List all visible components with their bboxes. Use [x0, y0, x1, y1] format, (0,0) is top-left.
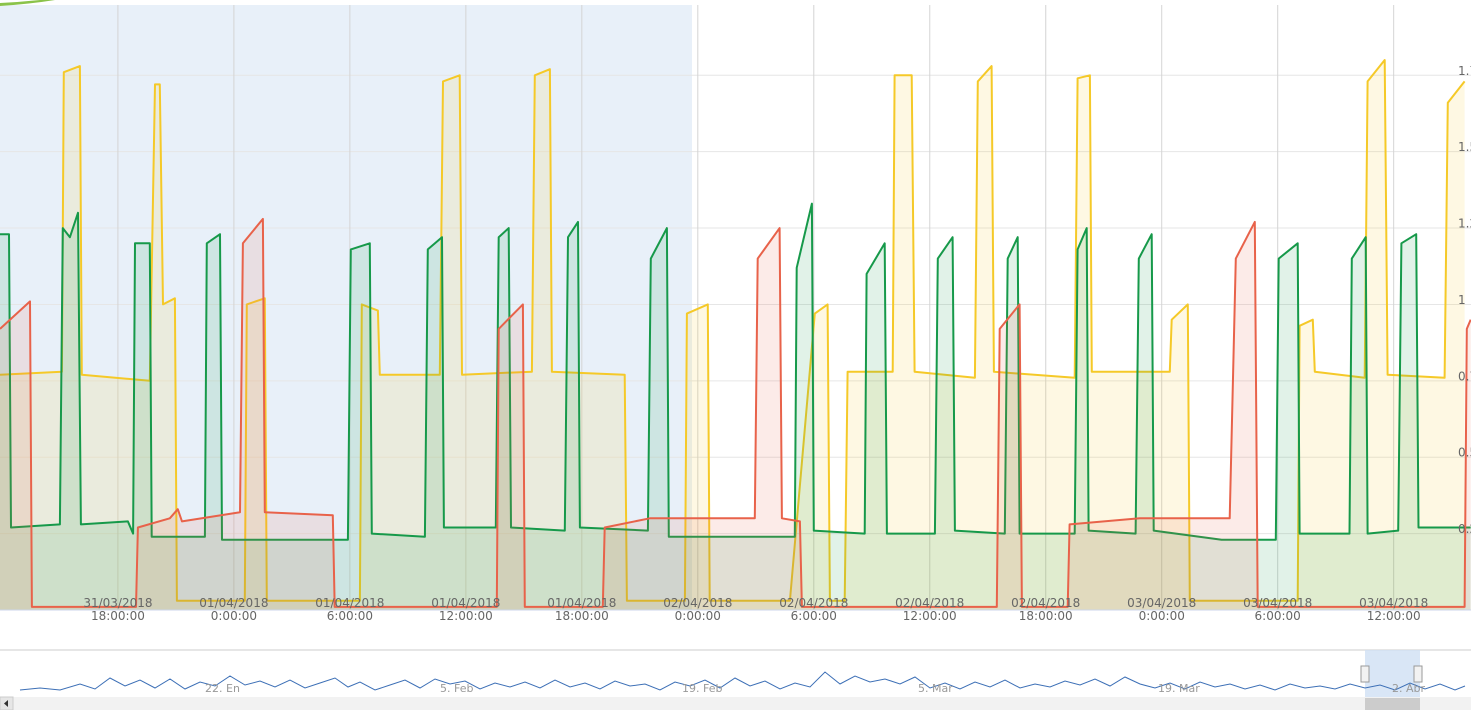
scrollbar-track[interactable]: [0, 697, 1471, 710]
scrollbar-arrow: [4, 700, 8, 707]
x-tick-label: 02/04/2018 0:00:00: [663, 596, 733, 623]
x-tick-label: 02/04/2018 6:00:00: [779, 596, 849, 623]
x-tick-label: 01/04/2018 12:00:00: [431, 596, 501, 623]
x-tick-label: 01/04/2018 18:00:00: [547, 596, 617, 623]
navigator-handle[interactable]: [1360, 665, 1370, 683]
x-tick-label: 03/04/2018 0:00:00: [1127, 596, 1197, 623]
y-tick-label: 0.25: [1458, 522, 1471, 536]
scrollbar-thumb[interactable]: [1365, 698, 1420, 710]
navigator-series: [19, 671, 1466, 691]
navigator-label: 22. En: [205, 682, 240, 695]
navigator-label: 5. Feb: [440, 682, 474, 695]
series-area: [0, 218, 1471, 610]
plot-band: [0, 5, 692, 610]
x-tick-label: 01/04/2018 6:00:00: [315, 596, 385, 623]
navigator-label: 19. Mar: [1158, 682, 1200, 695]
y-tick-label: 1: [1458, 293, 1466, 307]
navigator-label: 5. Mar: [918, 682, 953, 695]
series-area: [0, 203, 1471, 610]
y-tick-label: 1.75: [1458, 64, 1471, 78]
y-tick-label: 1.25: [1458, 217, 1471, 231]
navigator-label: 2. Abr: [1392, 682, 1426, 695]
navigator-handle[interactable]: [1413, 665, 1423, 683]
x-tick-label: 01/04/2018 0:00:00: [199, 596, 269, 623]
series-line: [0, 217, 1471, 608]
x-tick-label: 02/04/2018 12:00:00: [895, 596, 965, 623]
x-tick-label: 03/04/2018 6:00:00: [1243, 596, 1313, 623]
y-tick-label: 0.5: [1458, 446, 1471, 460]
plot-area: [0, 59, 1471, 610]
navigator: [0, 649, 1471, 710]
y-tick-label: 0.75: [1458, 369, 1471, 383]
navigator-label: 19. Feb: [682, 682, 723, 695]
x-tick-label: 03/04/2018 12:00:00: [1359, 596, 1429, 623]
corner-decoration: [0, 0, 55, 6]
y-tick-label: 1.5: [1458, 140, 1471, 154]
x-tick-label: 31/03/2018 18:00:00: [83, 596, 153, 623]
series-area: [0, 60, 1465, 610]
series-line: [0, 59, 1466, 602]
series-line: [0, 202, 1471, 541]
x-tick-label: 02/04/2018 18:00:00: [1011, 596, 1081, 623]
